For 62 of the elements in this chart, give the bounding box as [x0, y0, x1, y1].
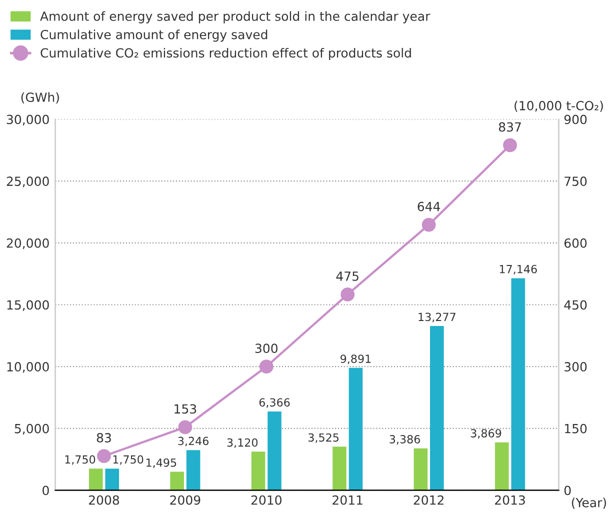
x-tick-label: 2013: [495, 495, 525, 505]
point: [340, 288, 355, 302]
legend-label: Cumulative CO₂ emissions reduction effect of products sold: [40, 48, 411, 60]
y-tick-label: 25,000: [6, 176, 49, 188]
bar: [170, 472, 184, 490]
point: [178, 420, 192, 434]
legend-label: Cumulative amount of energy saved: [40, 30, 268, 42]
x-tick-label: 2010: [251, 495, 282, 505]
data-label: 3,246: [178, 436, 209, 446]
bar: [494, 442, 509, 490]
bar: [414, 448, 428, 490]
data-label: 1,750: [65, 455, 96, 465]
y-tick-label: 10,000: [7, 362, 49, 373]
bar: [511, 278, 526, 490]
y2-tick-label: 450: [564, 300, 587, 310]
y2-tick-label: 0: [564, 486, 571, 496]
y2-tick-label: 150: [564, 424, 587, 434]
data-label: 475: [336, 272, 358, 281]
point: [422, 218, 436, 232]
y2-tick-label: 300: [564, 362, 587, 372]
point: [97, 449, 111, 463]
data-label: 83: [96, 433, 111, 443]
y2-tick-label: 750: [564, 176, 587, 186]
data-label: 1,495: [146, 458, 176, 468]
y2-tick-label: 900: [564, 114, 587, 124]
legend-label: Amount of energy saved per product sold in the calendar year: [40, 11, 430, 24]
y-tick-label: 0: [42, 486, 49, 496]
y-tick-label: 20,000: [6, 238, 49, 250]
x-tick-label: 2012: [414, 495, 444, 505]
bar: [105, 468, 120, 490]
data-label: 13,277: [418, 312, 456, 322]
bar: [348, 368, 363, 490]
bar: [430, 326, 444, 490]
data-label: 3,525: [308, 433, 339, 443]
bar: [88, 468, 103, 490]
x-tick-label: 2011: [332, 495, 362, 505]
y2-axis-title: (10,000 t-CO₂): [514, 100, 603, 112]
y-axis-title: (GWh): [21, 92, 59, 104]
y-tick-label: 30,000: [6, 114, 49, 126]
point: [259, 360, 274, 374]
y2-tick-label: 600: [564, 238, 587, 248]
x-tick-label: 2009: [170, 495, 200, 505]
data-label: 153: [174, 404, 196, 414]
bar: [186, 450, 200, 490]
x-tick-label: 2008: [88, 495, 120, 505]
data-label: 837: [498, 122, 521, 132]
bar: [251, 452, 266, 490]
data-label: 17,146: [500, 264, 537, 274]
x-axis-title: (Year): [572, 498, 606, 509]
data-label: 3,869: [470, 429, 502, 439]
data-label: 3,120: [227, 438, 258, 448]
data-label: 644: [418, 202, 440, 212]
bar: [332, 446, 346, 490]
data-label: 1,750: [113, 455, 144, 465]
point: [503, 138, 517, 152]
data-label: 9,891: [340, 354, 371, 364]
y-tick-label: 15,000: [7, 300, 49, 311]
data-label: 3,386: [390, 435, 420, 445]
y-tick-label: 5,000: [14, 424, 49, 435]
bar: [268, 412, 282, 490]
data-label: 6,366: [259, 398, 290, 408]
data-label: 300: [255, 344, 278, 354]
